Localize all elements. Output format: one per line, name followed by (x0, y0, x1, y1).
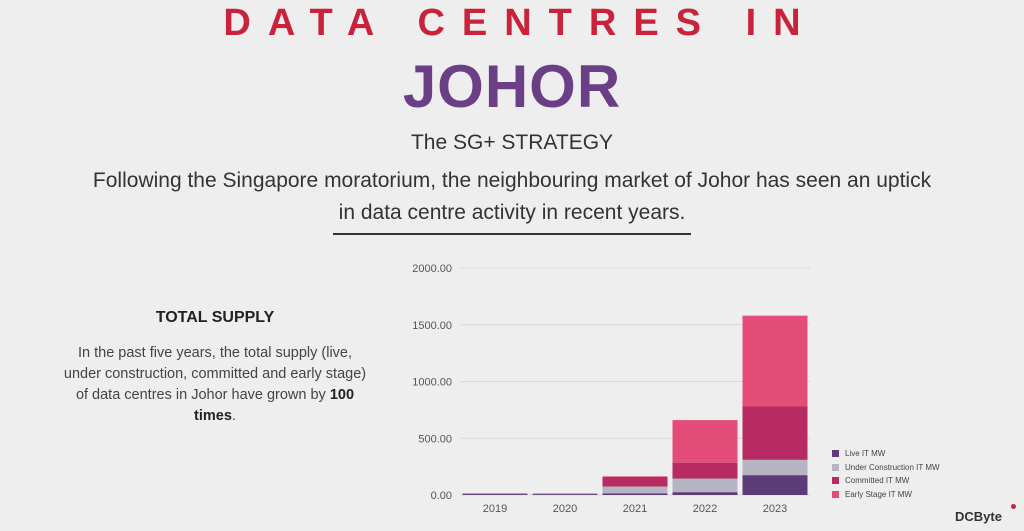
bar-segment (672, 420, 738, 463)
bar-segment (462, 493, 528, 495)
intro-line-2: in data centre activity in recent years. (332, 197, 692, 235)
bar-segment (532, 494, 598, 495)
y-tick-label: 500.00 (418, 433, 452, 445)
supply-highlight: 100 times (194, 387, 355, 424)
bar-segment (672, 462, 738, 479)
legend-label: Committed IT MW (845, 476, 910, 486)
legend-item: Committed IT MW (832, 474, 940, 488)
supply-text: In the past five years, the total supply… (62, 343, 368, 427)
y-tick-label: 2000.00 (412, 263, 452, 275)
legend-item: Live IT MW (832, 447, 940, 461)
legend-item: Early Stage IT MW (832, 488, 940, 502)
supply-suffix: . (231, 408, 236, 424)
legend-swatch (832, 450, 839, 458)
stacked-bar-chart: 0.00 500.00 1000.00 1500.00 2000.00 2019 2020 2… (412, 263, 810, 515)
legend-item: Under Construction IT MW (832, 461, 940, 475)
y-tick-label: 1000.00 (412, 377, 452, 389)
x-tick-label: 2021 (623, 503, 647, 515)
y-tick-label: 1500.00 (412, 320, 452, 332)
y-tick-label: 0.00 (431, 490, 452, 502)
title-top: DATA CENTRES IN (223, 2, 818, 44)
x-tick-label: 2023 (763, 503, 787, 515)
x-tick-label: 2022 (693, 503, 717, 515)
legend-label: Live IT MW (845, 449, 886, 459)
dcbyte-logo: DCByte (955, 509, 1002, 524)
bar-segment (742, 475, 808, 495)
bar-segment (672, 492, 738, 495)
intro-line-1: Following the Singapore moratorium, the … (92, 169, 932, 192)
bar-segment (602, 476, 668, 477)
bar-segment (602, 493, 668, 495)
logo-dot-icon (1011, 504, 1016, 509)
legend-swatch (832, 477, 839, 485)
x-tick-label: 2019 (483, 503, 507, 515)
legend-swatch (832, 463, 839, 471)
legend-label: Early Stage IT MW (845, 489, 912, 499)
legend-swatch (832, 490, 839, 498)
legend-label: Under Construction IT MW (845, 462, 940, 472)
chart-legend: Live IT MW Under Construction IT MW Commit… (832, 447, 940, 501)
bar-segment (672, 478, 738, 493)
subtitle: The SG+ STRATEGY (410, 131, 614, 154)
bar-segment (602, 486, 668, 494)
intro-text: Following the Singapore moratorium, the … (30, 165, 994, 235)
supply-title: TOTAL SUPPLY (155, 309, 275, 326)
page-title: JOHOR (402, 53, 622, 120)
x-tick-label: 2020 (553, 503, 577, 515)
bar-segment (532, 493, 598, 495)
bar-segment (602, 476, 668, 487)
supply-body: In the past five years, the total supply… (63, 345, 367, 403)
bar-segment (462, 494, 528, 495)
bar-segment (742, 406, 808, 460)
bar-segment (742, 315, 808, 407)
bar-segment (742, 459, 808, 476)
